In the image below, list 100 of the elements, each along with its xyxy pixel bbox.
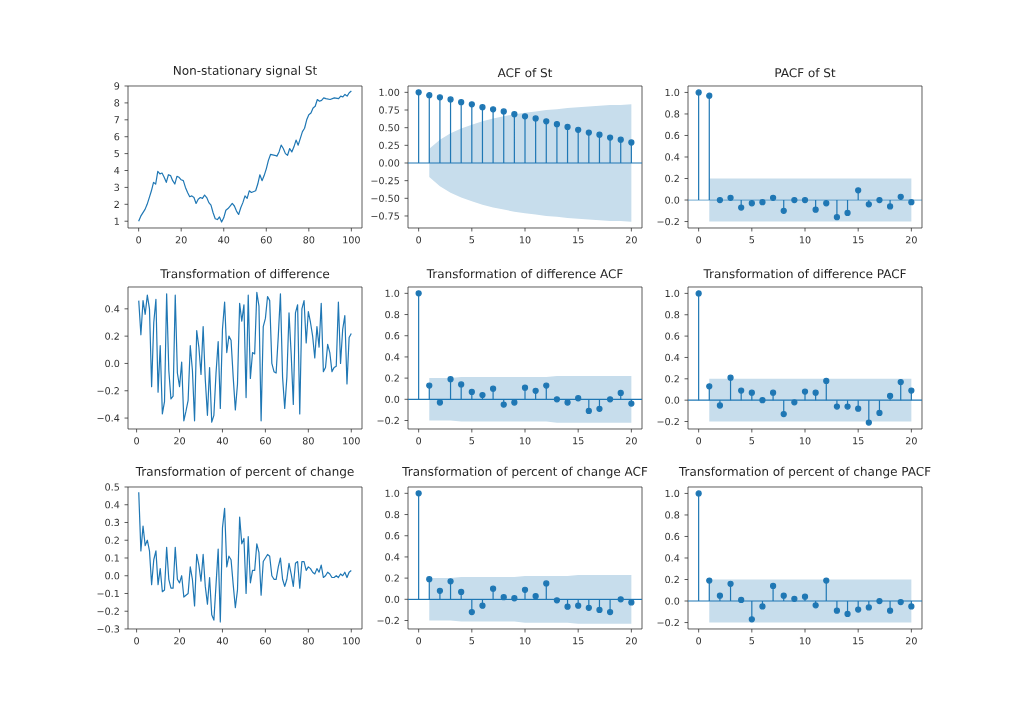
point [426,92,433,99]
x-tick-label: 20 [625,637,637,645]
x-tick-label: 5 [469,236,475,244]
point [564,603,571,610]
chart-title: Transformation of percent of change PACF [678,466,931,479]
point [628,139,635,146]
point [617,389,624,397]
x-tick-label: 5 [749,437,755,445]
point [447,376,454,383]
y-tick-label: −0.4 [97,414,120,422]
point [886,392,894,400]
point [426,576,433,583]
y-tick-label: 5 [114,150,119,158]
chart-title: Non-stationary signal St [173,65,317,78]
point [500,594,507,601]
x-tick-label: 15 [853,236,864,244]
chart-title: PACF of St [775,68,836,78]
point [801,196,809,204]
x-tick-label: 0 [696,637,702,645]
y-tick-label: 0.3 [105,518,120,527]
point [823,200,830,207]
point [521,586,529,593]
point [833,214,841,221]
x-tick-label: 5 [469,637,475,645]
y-tick-label: 1.00 [379,88,400,96]
point [897,193,904,200]
y-tick-label: 0.0 [665,597,680,605]
point [585,604,592,611]
y-tick-label: 0.8 [385,510,400,519]
point [727,580,734,587]
y-tick-label: 0.2 [665,174,679,183]
point [532,593,539,600]
y-tick-label: 0.8 [665,511,680,519]
point [791,196,798,204]
point [426,382,433,389]
point [855,187,862,194]
point [897,598,904,606]
point [447,96,454,103]
point [844,209,851,217]
point [575,126,582,133]
x-tick-label: 20 [905,437,917,445]
y-tick-label: 0.75 [379,106,399,114]
x-tick-label: 0 [134,637,140,645]
x-tick-label: 40 [216,637,228,645]
y-tick-label: 0.0 [105,359,120,368]
x-tick-label: 10 [799,236,811,244]
y-tick-label: 1.0 [665,289,680,298]
x-tick-label: 15 [573,437,584,445]
point [500,108,507,115]
point [500,401,507,408]
x-tick-label: 0 [134,437,140,445]
x-tick-label: 20 [174,437,186,445]
y-tick-label: 0.0 [385,395,400,403]
point [543,382,550,389]
y-tick-label: 1.0 [385,489,400,497]
point [855,405,862,412]
point [489,385,497,392]
point [489,106,497,113]
y-tick-label: 0.00 [379,159,400,167]
y-tick-label: −0.2 [377,416,399,425]
point [759,397,766,404]
y-tick-label: 0.2 [385,374,399,382]
y-tick-label: 1.0 [385,289,400,297]
y-tick-label: 0.4 [665,153,680,161]
point [468,388,475,396]
x-tick-label: 20 [905,236,917,244]
y-tick-label: 3 [114,183,120,192]
point [511,399,518,406]
point [695,290,702,297]
point [833,403,841,410]
x-tick-label: 15 [853,437,864,445]
point [780,592,787,599]
y-tick-label: 0.5 [105,483,119,491]
y-tick-label: −0.2 [377,616,399,625]
point [606,396,614,403]
y-tick-label: 0.0 [385,595,400,603]
point [628,400,635,407]
point [553,121,561,128]
y-tick-label: 0.1 [105,554,119,562]
point [812,389,819,396]
x-tick-label: 0 [136,236,142,244]
point [521,113,529,120]
point [606,608,614,616]
x-tick-label: 100 [343,437,360,445]
y-tick-label: 0.4 [105,305,120,313]
y-tick-label: 8 [114,99,120,107]
point [769,194,777,201]
x-tick-label: 5 [749,637,755,645]
y-tick-label: 0.2 [385,574,399,582]
point [479,602,486,609]
point [415,290,422,297]
y-tick-label: 0.4 [385,353,400,361]
point [617,136,624,143]
point [479,391,486,399]
y-tick-label: 9 [114,82,120,90]
point [521,384,529,391]
x-tick-label: 20 [625,236,637,244]
y-tick-label: 0.4 [665,353,680,362]
y-tick-label: 0.8 [385,310,400,319]
point [532,387,539,394]
